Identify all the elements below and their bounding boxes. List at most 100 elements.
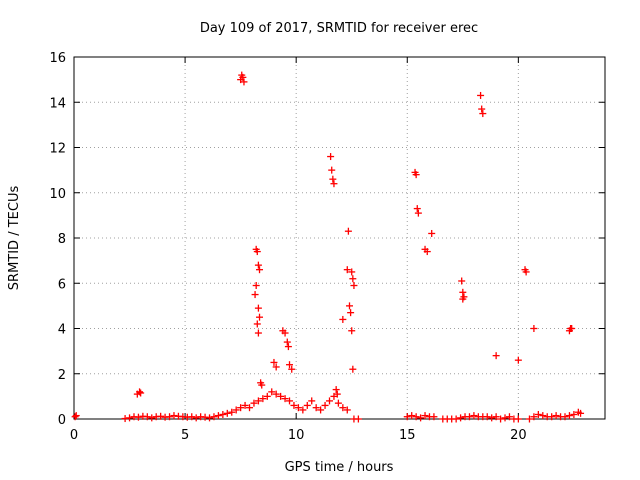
data-point — [414, 209, 422, 217]
data-point — [470, 412, 478, 420]
data-point — [530, 325, 538, 332]
y-tick-label: 8 — [58, 232, 66, 247]
data-point — [148, 414, 156, 422]
data-point — [413, 205, 421, 213]
data-point — [299, 406, 307, 414]
data-point — [143, 413, 151, 421]
data-point — [458, 277, 466, 285]
data-point — [72, 412, 80, 420]
data-point — [344, 227, 352, 235]
data-point — [170, 412, 178, 420]
y-tick-label: 12 — [49, 142, 66, 157]
data-point — [412, 413, 420, 421]
data-point — [281, 395, 289, 403]
data-point — [251, 291, 259, 299]
data-point — [329, 175, 337, 183]
data-point — [478, 105, 486, 113]
data-point — [534, 410, 542, 418]
data-point — [430, 413, 438, 421]
data-point — [240, 78, 248, 86]
data-point — [568, 325, 576, 332]
data-point — [332, 386, 340, 394]
x-tick-label: 5 — [181, 428, 189, 443]
data-point — [294, 404, 302, 412]
axis-ticks: 0 5 10 15 20 0 2 4 6 8 10 12 14 16 — [49, 51, 605, 443]
data-point — [256, 313, 264, 321]
data-point — [137, 389, 145, 397]
y-tick-label: 2 — [58, 368, 66, 383]
data-point — [290, 401, 298, 409]
data-point — [501, 414, 509, 422]
data-point — [347, 309, 355, 317]
data-point — [201, 413, 209, 421]
data-point — [522, 268, 530, 276]
y-tick-label: 10 — [49, 187, 66, 202]
data-point — [283, 338, 291, 346]
x-tick-label: 15 — [399, 428, 416, 443]
data-point — [263, 392, 271, 400]
data-point — [219, 410, 227, 418]
data-point — [286, 397, 294, 405]
data-point — [312, 404, 320, 412]
data-point — [284, 343, 292, 351]
data-point — [525, 415, 533, 423]
data-point — [408, 412, 416, 420]
data-point — [308, 397, 316, 405]
data-point — [570, 410, 578, 418]
x-tick-label: 0 — [70, 428, 78, 443]
data-point — [259, 395, 267, 403]
data-point — [272, 390, 280, 398]
data-point — [228, 408, 236, 416]
data-point — [246, 404, 254, 412]
data-point — [423, 248, 431, 256]
data-point — [327, 153, 335, 161]
data-point — [254, 304, 262, 312]
y-tick-label: 4 — [58, 323, 66, 338]
data-point — [403, 413, 411, 421]
data-point — [157, 412, 165, 420]
data-point — [348, 268, 356, 276]
data-point — [272, 363, 280, 371]
data-point — [452, 415, 460, 423]
data-point — [238, 71, 246, 79]
data-point — [343, 406, 351, 414]
data-point — [268, 388, 276, 396]
data-point — [206, 414, 214, 422]
data-point — [281, 329, 289, 337]
data-point — [192, 414, 200, 422]
data-point — [258, 381, 266, 389]
data-point — [210, 413, 218, 421]
data-point — [321, 401, 329, 409]
data-point — [253, 248, 261, 256]
data-point — [350, 415, 358, 423]
data-point — [333, 390, 341, 398]
data-point — [483, 413, 491, 421]
data-point — [530, 413, 538, 421]
data-point — [328, 166, 336, 174]
data-point — [253, 320, 261, 328]
data-point — [465, 413, 473, 421]
data-point — [349, 365, 357, 373]
data-point — [232, 406, 240, 414]
data-point — [277, 392, 285, 400]
y-tick-label: 16 — [49, 51, 66, 66]
data-point — [326, 397, 334, 405]
data-point — [548, 413, 556, 421]
data-point — [492, 413, 500, 421]
data-point — [254, 329, 262, 337]
y-tick-label: 14 — [49, 96, 66, 111]
data-point — [214, 412, 222, 420]
data-point — [254, 397, 262, 405]
data-point — [479, 110, 487, 118]
data-point — [254, 261, 262, 269]
data-point — [286, 361, 294, 369]
data-point — [497, 415, 505, 423]
data-point — [166, 413, 174, 421]
data-point — [349, 275, 357, 283]
data-points — [71, 71, 585, 423]
data-point — [241, 401, 249, 409]
data-point — [126, 414, 134, 422]
data-point — [561, 413, 569, 421]
data-point — [552, 412, 560, 420]
data-point — [505, 413, 513, 421]
